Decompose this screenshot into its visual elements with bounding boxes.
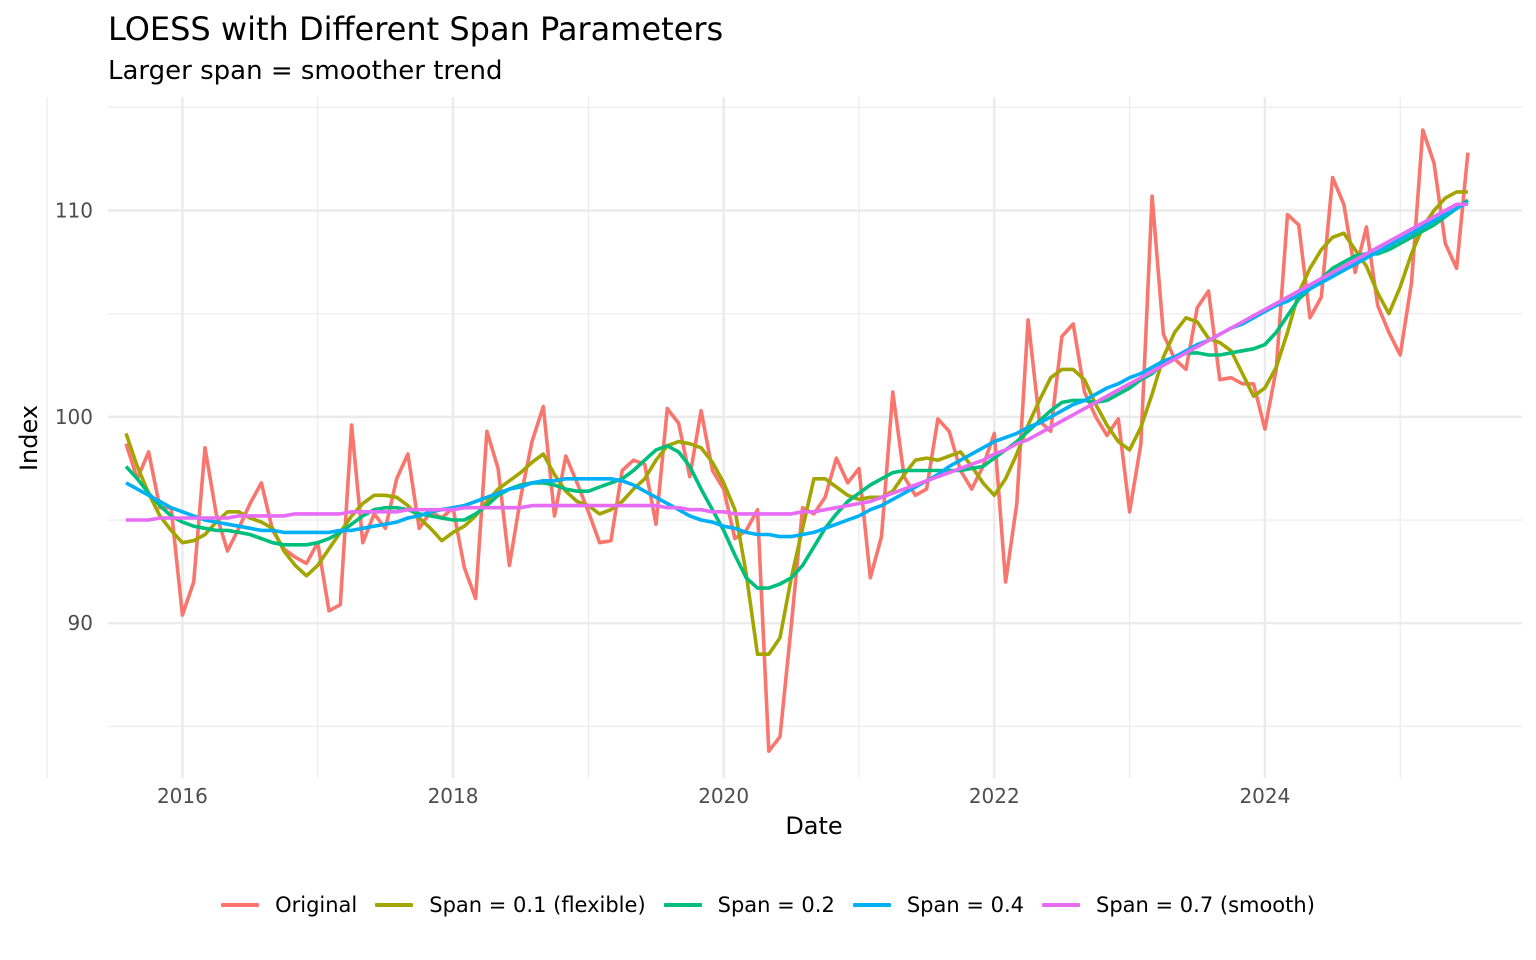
legend-item: Span = 0.1 (flexible) [375,893,646,917]
legend-item: Original [221,893,357,917]
legend-item: Span = 0.7 (smooth) [1042,893,1315,917]
legend-label: Span = 0.2 [717,893,835,917]
chart-title: LOESS with Different Span Parameters [108,10,724,48]
legend: Original Span = 0.1 (flexible) Span = 0.2 S… [0,893,1536,917]
y-tick-label: 100 [55,405,93,429]
series-line-span-0-4 [125,200,1469,539]
legend-label: Span = 0.4 [906,893,1025,917]
legend-label: Span = 0.7 (smooth) [1096,893,1315,917]
y-tick-label: 90 [68,611,93,635]
series-line-span-0-1-flexible [124,190,1468,657]
series-line-original [124,128,1470,754]
grid-major [108,97,1522,778]
x-tick-label: 2020 [698,784,749,808]
x-axis-ticks: 2016 2018 2020 2022 2024 [157,784,1290,808]
x-axis-label: Date [785,812,842,840]
legend-label: Span = 0.1 (flexible) [429,893,646,917]
legend-item: Span = 0.2 [663,893,835,917]
series-layer [124,128,1470,754]
legend-key [221,903,260,907]
series-line-span-0-2 [124,198,1469,590]
legend-key [852,903,891,907]
series-line-span-0-7-smooth [126,202,1468,522]
x-tick-label: 2022 [969,784,1020,808]
y-axis-label: Index [15,405,43,471]
legend-item: Span = 0.4 [852,893,1025,917]
y-axis-ticks: 90 100 110 [55,199,93,636]
legend-key [1042,903,1081,907]
legend-label: Original [275,893,358,917]
x-tick-label: 2024 [1239,784,1290,808]
x-tick-label: 2018 [428,784,479,808]
x-tick-label: 2016 [157,784,208,808]
y-tick-label: 110 [55,199,93,223]
legend-key [663,903,702,907]
chart-subtitle: Larger span = smoother trend [108,56,503,86]
legend-key [375,903,414,907]
